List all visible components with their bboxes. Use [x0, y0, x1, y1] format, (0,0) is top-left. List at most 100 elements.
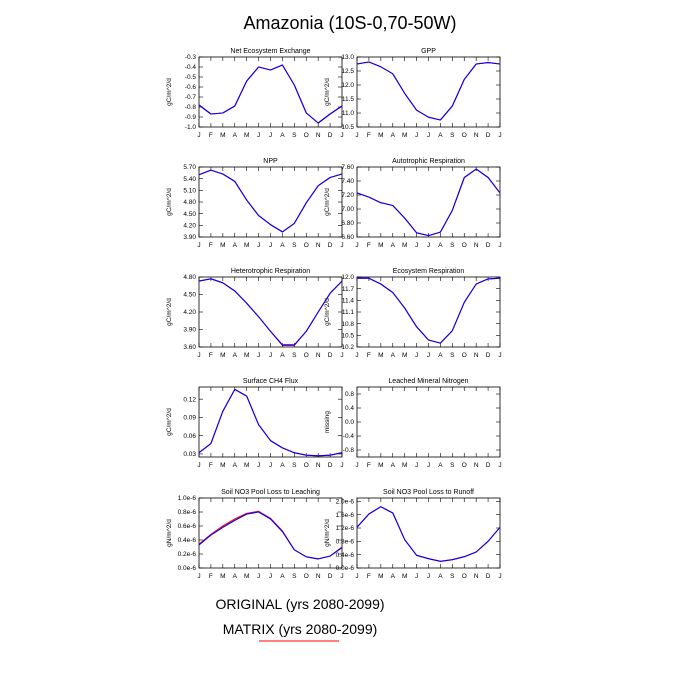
series-line-1 — [198, 169, 343, 233]
x-tick-label: F — [367, 352, 371, 359]
x-tick-label: A — [391, 242, 396, 249]
x-tick-label: F — [367, 132, 371, 139]
panel-title: Autotrophic Respiration — [392, 158, 465, 165]
x-tick-label: J — [355, 132, 358, 139]
x-tick-label: J — [355, 242, 358, 249]
y-tick-label: 13.0 — [341, 54, 354, 61]
x-tick-label: D — [328, 132, 333, 139]
y-tick-label: 3.60 — [183, 344, 196, 351]
x-tick-label: S — [450, 573, 455, 580]
y-tick-label: -0.8 — [185, 104, 197, 111]
y-tick-label: 7.20 — [341, 192, 354, 199]
plot-frame — [356, 56, 501, 128]
y-tick-label: 5.40 — [183, 176, 196, 183]
x-tick-label: M — [378, 352, 383, 359]
legend-label-matrix: MATRIX (yrs 2080-2099) — [223, 621, 378, 637]
chart-panel-5: Ecosystem Respiration 12.0 11.7 11.4 11.1 10.… — [324, 268, 502, 359]
x-tick-label: N — [316, 573, 321, 580]
x-tick-label: J — [340, 242, 343, 249]
legend-label-original: ORIGINAL (yrs 2080-2099) — [215, 596, 384, 612]
plot-frame — [198, 276, 343, 348]
x-tick-label: F — [367, 573, 371, 580]
x-tick-label: M — [402, 352, 407, 359]
y-tick-label: 1.0e-6 — [178, 495, 197, 502]
y-axis-label: gN/m^2/d — [324, 519, 331, 547]
chart-panel-3: Autotrophic Respiration 7.60 7.40 7.20 7.00 6… — [324, 158, 502, 249]
x-tick-label: S — [450, 462, 455, 469]
x-tick-label: J — [415, 132, 418, 139]
series-line-1 — [198, 388, 343, 457]
x-tick-label: J — [269, 462, 272, 469]
y-tick-label: 0.8e-6 — [178, 509, 197, 516]
y-tick-label: 10.5 — [341, 124, 354, 131]
y-tick-label: 0.6e-6 — [178, 523, 197, 530]
x-tick-label: M — [220, 462, 225, 469]
x-tick-label: O — [462, 462, 467, 469]
x-tick-label: F — [209, 462, 213, 469]
y-axis-label: gC/m^2/d — [166, 408, 173, 436]
y-tick-label: 11.1 — [342, 309, 355, 316]
x-tick-label: M — [402, 242, 407, 249]
x-tick-label: D — [486, 573, 491, 580]
y-tick-label: 4.80 — [183, 274, 196, 281]
y-tick-label: 0.0 — [345, 419, 354, 426]
series-line-0 — [198, 388, 343, 457]
panel-title: NPP — [263, 158, 278, 165]
x-tick-label: M — [220, 352, 225, 359]
y-tick-label: 5.10 — [183, 188, 196, 195]
panel-title: Surface CH4 Flux — [243, 378, 299, 385]
x-tick-label: D — [486, 462, 491, 469]
x-tick-label: O — [304, 352, 309, 359]
x-tick-label: J — [355, 573, 358, 580]
x-tick-label: J — [415, 242, 418, 249]
x-tick-label: J — [197, 352, 200, 359]
y-axis-label: gC/m^2/d — [166, 188, 173, 216]
plot-frame — [198, 386, 343, 458]
y-axis-label: gC/m^2/d — [166, 78, 173, 106]
x-tick-label: M — [244, 462, 249, 469]
x-tick-label: A — [233, 242, 238, 249]
y-tick-label: 0.0e-6 — [336, 565, 355, 572]
y-tick-label: 4.50 — [183, 292, 196, 299]
x-tick-label: A — [233, 462, 238, 469]
x-tick-label: A — [438, 242, 443, 249]
y-tick-label: 0.4 — [345, 405, 354, 412]
plot-frame — [356, 276, 501, 348]
x-tick-label: M — [244, 132, 249, 139]
x-tick-label: O — [462, 573, 467, 580]
x-tick-label: M — [402, 462, 407, 469]
x-tick-label: O — [462, 242, 467, 249]
y-tick-label: 3.90 — [183, 234, 196, 241]
y-tick-label: 4.20 — [183, 223, 196, 230]
x-tick-label: J — [197, 242, 200, 249]
y-tick-label: 5.70 — [183, 164, 196, 171]
x-tick-label: J — [427, 462, 430, 469]
x-tick-label: J — [340, 573, 343, 580]
x-tick-label: J — [340, 132, 343, 139]
y-tick-label: 7.60 — [341, 164, 354, 171]
x-tick-label: F — [367, 242, 371, 249]
y-tick-label: -0.6 — [185, 84, 197, 91]
y-axis-label: gC/m^2/d — [166, 298, 173, 326]
x-tick-label: M — [402, 132, 407, 139]
y-tick-label: 0.8 — [345, 391, 354, 398]
x-tick-label: J — [269, 132, 272, 139]
x-tick-label: O — [304, 242, 309, 249]
x-tick-label: D — [486, 132, 491, 139]
x-tick-label: A — [438, 462, 443, 469]
x-tick-label: N — [316, 242, 321, 249]
y-axis-label: missing — [324, 411, 331, 433]
panel-title: Ecosystem Respiration — [393, 268, 465, 275]
x-tick-label: J — [498, 132, 501, 139]
x-tick-label: J — [355, 462, 358, 469]
chart-panel-8: Soil NO3 Pool Loss to Leaching 1.0e-6 0.8e… — [166, 489, 344, 580]
x-tick-label: A — [233, 352, 238, 359]
x-tick-label: A — [280, 132, 285, 139]
y-tick-label: -0.7 — [185, 94, 197, 101]
x-tick-label: M — [378, 462, 383, 469]
x-tick-label: S — [450, 242, 455, 249]
x-tick-label: S — [292, 573, 297, 580]
figure-title: Amazonia (10S-0,70-50W) — [243, 13, 456, 33]
series-line-0 — [198, 511, 343, 560]
series-line-0 — [198, 64, 343, 124]
